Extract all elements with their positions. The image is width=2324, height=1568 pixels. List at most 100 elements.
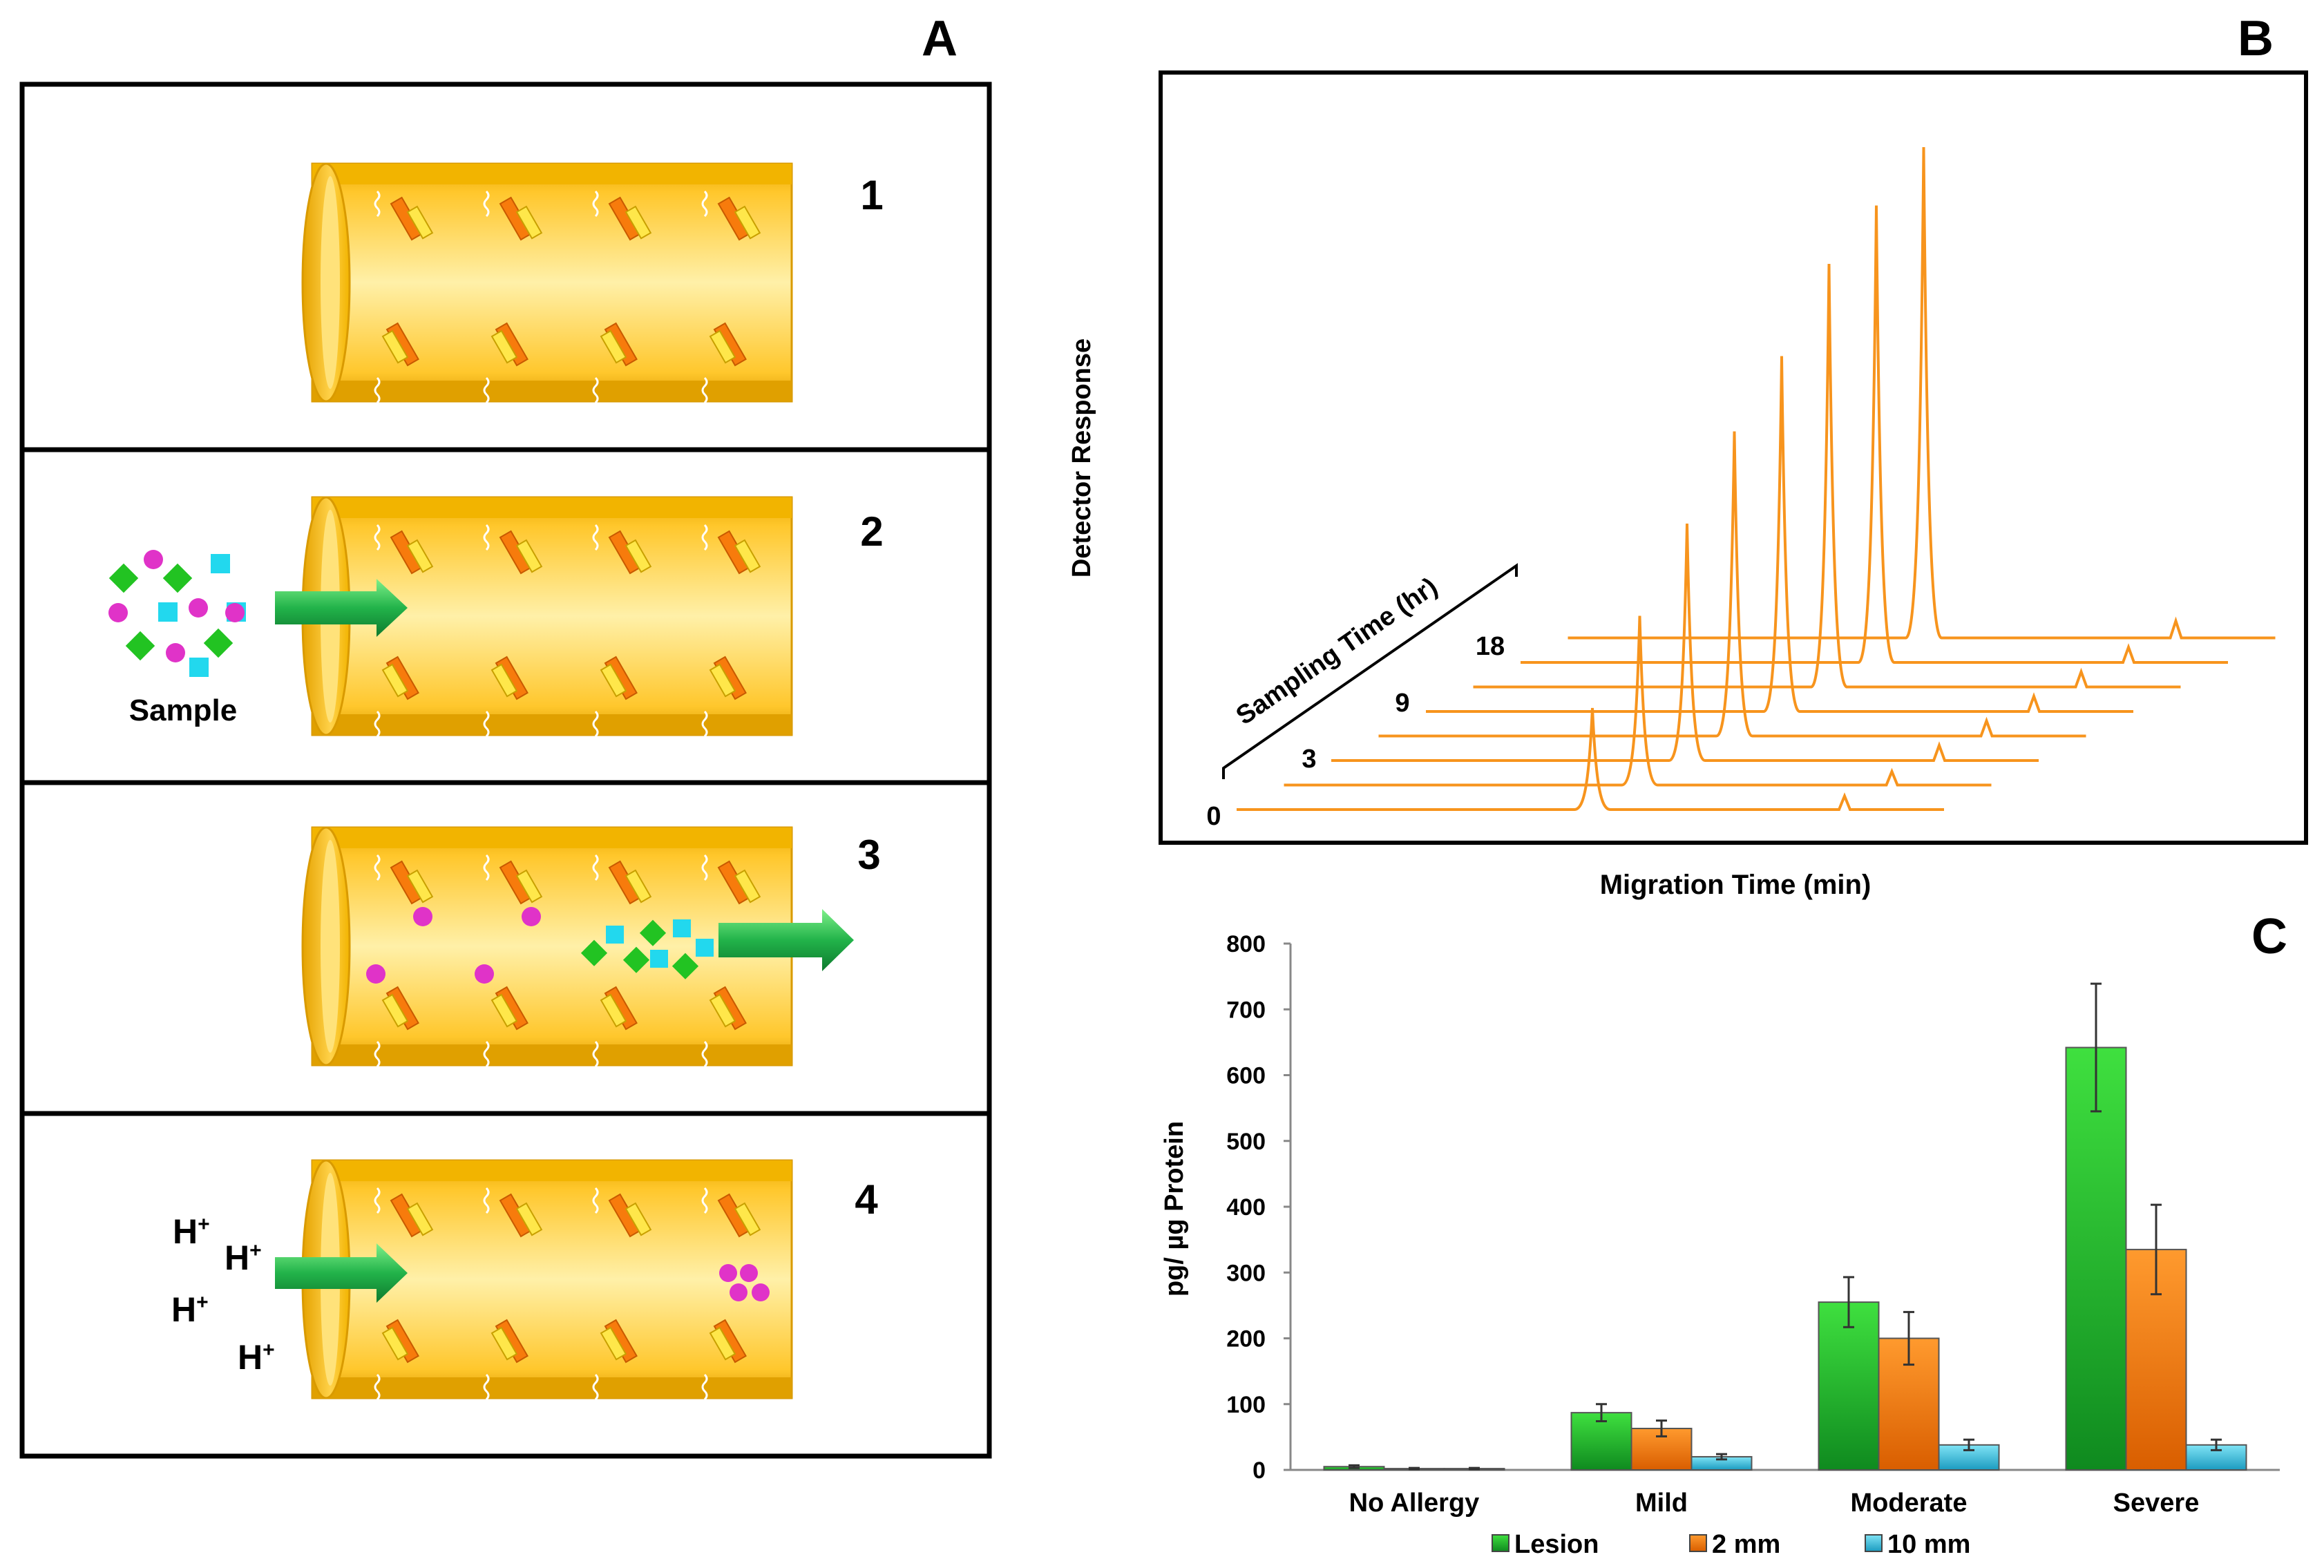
y-tick-label: 500	[1226, 1129, 1266, 1155]
sample-diamond	[203, 628, 234, 658]
tube-bottom-rim	[312, 714, 792, 735]
eluted-circle	[752, 1283, 770, 1301]
flow-square	[673, 919, 691, 937]
sample-diamond	[125, 631, 155, 661]
y-tick-label: 800	[1226, 931, 1266, 957]
antibody-icon	[701, 322, 747, 404]
proton-label: H+	[173, 1212, 210, 1251]
electropherogram-trace	[1284, 615, 1992, 787]
migration-time-label: Migration Time (min)	[1600, 870, 1871, 900]
flow-square	[606, 926, 624, 944]
sample-circle	[225, 603, 245, 622]
step-2-number: 2	[860, 508, 883, 555]
detector-response-label: Detector Response	[1067, 338, 1096, 577]
antibody-icon	[483, 322, 528, 404]
antibody-icon	[592, 854, 652, 905]
proton-label: H+	[238, 1338, 275, 1377]
legend-swatch	[1689, 1534, 1707, 1552]
sample-diamond	[162, 563, 193, 593]
antibody-icon	[374, 656, 419, 738]
antibody-icon	[483, 656, 528, 738]
flow-arrow-out-3	[718, 909, 854, 971]
panel-b: B Detector Response Migration Time (min)…	[1067, 11, 2308, 900]
tube-top-rim	[312, 828, 792, 848]
tube-top-rim	[312, 497, 792, 518]
y-tick-label: 0	[1253, 1457, 1266, 1484]
acid-protons: H+ H+ H+ H+	[171, 1212, 275, 1377]
antibody-icon	[592, 1319, 638, 1401]
antibody-icon	[483, 524, 543, 575]
antibody-icon	[374, 986, 419, 1068]
panel-a-frame	[19, 82, 992, 1459]
panel-a: A 1 2 3 4 Sample	[19, 11, 992, 1459]
panel-b-frame	[1159, 70, 2308, 845]
sample-circle	[144, 550, 163, 569]
antibody-icon	[701, 1187, 761, 1238]
antibody-icon	[701, 190, 761, 241]
tube-bottom-rim	[312, 381, 792, 401]
antibody-icon	[374, 524, 434, 575]
antibody-icon	[592, 190, 652, 241]
sample-square	[189, 658, 209, 677]
antibody-icon	[592, 1187, 652, 1238]
y-tick-label: 100	[1226, 1392, 1266, 1418]
legend-swatch	[1492, 1534, 1509, 1552]
category-label: Severe	[2113, 1489, 2200, 1518]
depth-axis	[1222, 563, 1518, 779]
sample-circle	[166, 643, 185, 662]
sample-square	[211, 554, 230, 573]
category-label: Mild	[1635, 1489, 1688, 1518]
antibody-icon	[374, 1187, 434, 1238]
bound-circle	[366, 964, 385, 984]
step-3-number: 3	[857, 832, 880, 878]
legend-label: 10 mm	[1887, 1530, 1970, 1559]
y-tick-label: 200	[1226, 1326, 1266, 1352]
eluted-target	[719, 1264, 770, 1301]
category-label: Moderate	[1851, 1489, 1968, 1518]
electropherogram-trace	[1568, 146, 2276, 640]
bound-circle	[522, 907, 541, 926]
legend-label: 2 mm	[1712, 1530, 1780, 1559]
sample-diamond	[108, 563, 139, 593]
sample-cluster	[108, 550, 246, 677]
depth-tick-3: 3	[1302, 745, 1316, 774]
electropherogram-trace	[1237, 707, 1944, 811]
tube-top-rim	[312, 1160, 792, 1181]
antibody-icon	[701, 986, 747, 1068]
column-tube	[301, 162, 793, 404]
y-tick-label: 400	[1226, 1194, 1266, 1221]
sample-circle	[189, 598, 208, 618]
y-tick-label: 700	[1226, 997, 1266, 1023]
panel-a-letter: A	[922, 11, 958, 66]
depth-tick-18: 18	[1476, 632, 1505, 661]
proton-label: H+	[171, 1290, 209, 1329]
antibody-icon	[483, 190, 543, 241]
antibody-icon	[592, 656, 638, 738]
antibody-icon	[374, 1319, 419, 1401]
flow-square	[696, 939, 714, 957]
antibody-icon	[483, 986, 528, 1068]
depth-tick-0: 0	[1206, 802, 1221, 831]
panel-b-letter: B	[2238, 11, 2274, 66]
antibody-icon	[374, 322, 419, 404]
column-tube	[301, 496, 793, 738]
antibody-icon	[592, 986, 638, 1068]
antibody-icon	[483, 1187, 543, 1238]
tube-opening-inner	[321, 840, 340, 1053]
bar-lesion	[2065, 1046, 2127, 1471]
electropherogram-trace	[1378, 431, 2086, 738]
depth-tick-9: 9	[1395, 689, 1409, 718]
panel-c: C pg/ µg Protein 0 100 200 300 400 500 600 700 8…	[1160, 909, 2287, 1559]
antibody-icon	[483, 1319, 528, 1401]
electropherogram-trace	[1331, 523, 2039, 762]
flow-square	[650, 950, 668, 968]
sample-square	[158, 602, 178, 622]
antibody-icon	[701, 854, 761, 905]
step-4-number: 4	[855, 1176, 878, 1223]
electropherogram-trace	[1426, 356, 2133, 713]
tube-body	[311, 162, 793, 403]
tube-top-rim	[312, 164, 792, 184]
step-1-number: 1	[860, 172, 883, 218]
antibody-icon	[592, 322, 638, 404]
